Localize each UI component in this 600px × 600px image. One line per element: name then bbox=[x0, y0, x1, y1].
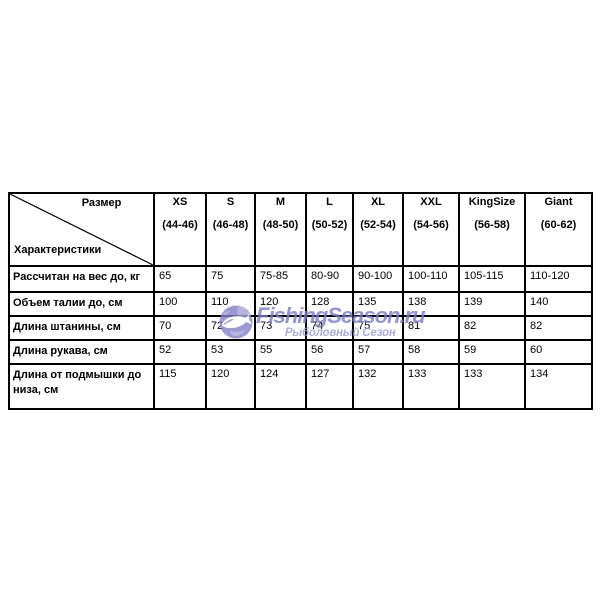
value-cell: 57 bbox=[352, 339, 404, 365]
column-header-xs: XS (44-46) bbox=[153, 192, 207, 267]
value-cell: 52 bbox=[153, 339, 207, 365]
value-cell: 56 bbox=[305, 339, 354, 365]
row-label: Длина рукава, см bbox=[8, 339, 155, 365]
column-header-giant: Giant (60-62) bbox=[524, 192, 593, 267]
value-cell: 75 bbox=[205, 265, 256, 293]
column-header-xl: XL (52-54) bbox=[352, 192, 404, 267]
value-cell: 90-100 bbox=[352, 265, 404, 293]
value-cell: 80-90 bbox=[305, 265, 354, 293]
size-label: XXL bbox=[420, 196, 442, 208]
size-range: (50-52) bbox=[311, 219, 348, 231]
row-label: Рассчитан на вес до, кг bbox=[8, 265, 155, 293]
size-range: (44-46) bbox=[162, 219, 198, 231]
value-cell: 72 bbox=[205, 315, 256, 341]
value-cell: 110-120 bbox=[524, 265, 593, 293]
value-cell: 70 bbox=[153, 315, 207, 341]
column-header-l: L (50-52) bbox=[305, 192, 354, 267]
column-header-m: M (48-50) bbox=[254, 192, 307, 267]
value-cell: 105-115 bbox=[458, 265, 526, 293]
row-label: Длина штанины, см bbox=[8, 315, 155, 341]
size-range: (48-50) bbox=[262, 219, 299, 231]
size-label: S bbox=[226, 196, 235, 208]
table-row: Длина штанины, см 70 72 73 74 75 81 82 82 bbox=[8, 315, 593, 341]
value-cell: 110 bbox=[205, 291, 256, 317]
value-cell: 58 bbox=[402, 339, 460, 365]
row-label: Объем талии до, см bbox=[8, 291, 155, 317]
value-cell: 55 bbox=[254, 339, 307, 365]
value-cell: 100-110 bbox=[402, 265, 460, 293]
value-cell: 133 bbox=[458, 363, 526, 410]
table-row: Рассчитан на вес до, кг 65 75 75-85 80-90 90-… bbox=[8, 265, 593, 293]
size-label: M bbox=[275, 196, 286, 208]
value-cell: 100 bbox=[153, 291, 207, 317]
value-cell: 115 bbox=[153, 363, 207, 410]
value-cell: 73 bbox=[254, 315, 307, 341]
size-label: XL bbox=[370, 196, 386, 208]
value-cell: 82 bbox=[524, 315, 593, 341]
size-range: (52-54) bbox=[360, 219, 396, 231]
value-cell: 75-85 bbox=[254, 265, 307, 293]
size-label: Giant bbox=[544, 196, 573, 208]
size-range: (56-58) bbox=[474, 219, 510, 231]
table-row: Длина от подмышки до низа, см 115 120 124 12… bbox=[8, 363, 593, 410]
value-cell: 140 bbox=[524, 291, 593, 317]
value-cell: 120 bbox=[254, 291, 307, 317]
value-cell: 59 bbox=[458, 339, 526, 365]
value-cell: 135 bbox=[352, 291, 404, 317]
value-cell: 60 bbox=[524, 339, 593, 365]
table-row: Длина рукава, см 52 53 55 56 57 58 59 60 bbox=[8, 339, 593, 365]
corner-cell: Размер Характеристики bbox=[8, 192, 155, 267]
size-range: (46-48) bbox=[212, 219, 249, 231]
column-header-s: S (46-48) bbox=[205, 192, 256, 267]
value-cell: 120 bbox=[205, 363, 256, 410]
size-range: (60-62) bbox=[540, 219, 577, 231]
value-cell: 127 bbox=[305, 363, 354, 410]
diagonal-divider-line bbox=[10, 194, 153, 265]
value-cell: 53 bbox=[205, 339, 256, 365]
value-cell: 124 bbox=[254, 363, 307, 410]
row-label: Длина от подмышки до низа, см bbox=[8, 363, 155, 410]
table-row: Объем талии до, см 100 110 120 128 135 138 139 1… bbox=[8, 291, 593, 317]
value-cell: 82 bbox=[458, 315, 526, 341]
size-label: L bbox=[326, 196, 333, 208]
size-label: XS bbox=[172, 196, 188, 208]
column-header-xxl: XXL (54-56) bbox=[402, 192, 460, 267]
header-row: Размер Характеристики XS (44-46) S (46-48) M… bbox=[8, 192, 593, 267]
size-label: KingSize bbox=[468, 196, 516, 208]
value-cell: 65 bbox=[153, 265, 207, 293]
column-header-kingsize: KingSize (56-58) bbox=[458, 192, 526, 267]
value-cell: 134 bbox=[524, 363, 593, 410]
value-cell: 128 bbox=[305, 291, 354, 317]
value-cell: 138 bbox=[402, 291, 460, 317]
value-cell: 75 bbox=[352, 315, 404, 341]
value-cell: 132 bbox=[352, 363, 404, 410]
corner-characteristics-label: Характеристики bbox=[14, 244, 102, 256]
size-chart-table: Размер Характеристики XS (44-46) S (46-48) M… bbox=[8, 192, 593, 410]
value-cell: 81 bbox=[402, 315, 460, 341]
value-cell: 139 bbox=[458, 291, 526, 317]
value-cell: 74 bbox=[305, 315, 354, 341]
size-range: (54-56) bbox=[413, 219, 449, 231]
value-cell: 133 bbox=[402, 363, 460, 410]
corner-size-label: Размер bbox=[81, 197, 122, 209]
